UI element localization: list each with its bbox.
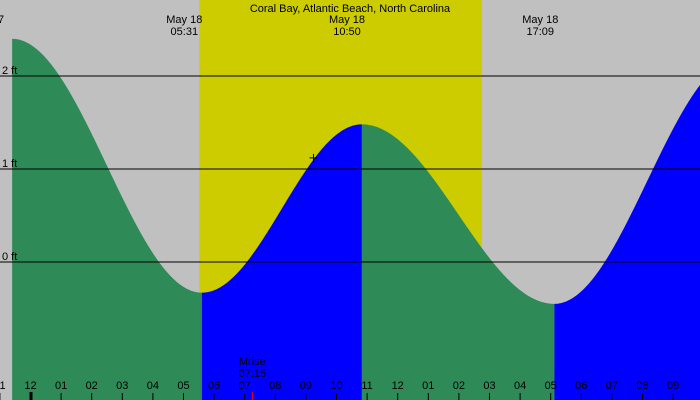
x-tick-label: 02 — [453, 380, 465, 392]
x-tick-label: 12 — [392, 380, 404, 392]
y-tick-label: 0 ft — [2, 251, 17, 263]
chart-title: Coral Bay, Atlantic Beach, North Carolin… — [250, 3, 451, 15]
y-gridlines — [0, 75, 700, 263]
x-tick-label: 09 — [300, 380, 312, 392]
x-tick-label: 06 — [575, 380, 587, 392]
y-tick-label: 2 ft — [2, 65, 17, 77]
x-tick-label: 11 — [361, 380, 372, 392]
marker-time: 17:09 — [527, 26, 555, 38]
y-tick-labels: 0 ft 1 ft 2 ft — [2, 65, 17, 263]
marker-date: May 18 — [329, 14, 365, 26]
midnight-tick — [29, 392, 33, 400]
marker-time: 05:31 — [171, 26, 199, 38]
x-tick-label: 04 — [514, 380, 526, 392]
left-partial-label: 7 — [0, 14, 4, 26]
ebb-tide-area — [12, 38, 202, 400]
x-tick-label: 06 — [208, 380, 220, 392]
marker-date: May 18 — [522, 14, 558, 26]
x-tick-label: 08 — [269, 380, 281, 392]
y-tick-label: 1 ft — [2, 158, 17, 170]
x-tick-label: 07 — [606, 380, 618, 392]
moonrise-label: Mrise — [239, 356, 266, 368]
x-tick-label: 12 — [24, 380, 36, 392]
current-time-marker — [309, 153, 318, 162]
x-tick-label: 08 — [636, 380, 648, 392]
flood-tide-area — [554, 85, 700, 400]
x-tick-label: 03 — [116, 380, 128, 392]
x-tick-label: 05 — [177, 380, 189, 392]
x-tick-label: 04 — [147, 380, 159, 392]
x-tick-label: 01 — [55, 380, 67, 392]
marker-date: May 18 — [166, 14, 202, 26]
x-tick-label: 05 — [545, 380, 557, 392]
x-tick-label: 09 — [667, 380, 679, 392]
x-tick-label: 03 — [483, 380, 495, 392]
x-tick-label: 10 — [330, 380, 342, 392]
moonrise-time: 07:15 — [239, 368, 267, 380]
x-tick-label: 11 — [0, 380, 6, 392]
x-tick-label: 02 — [86, 380, 98, 392]
x-ticks: 11 12 01 02 03 04 05 06 07 08 09 10 11 12 01 02 03 04 05 06… — [0, 380, 679, 400]
x-tick-label: 01 — [422, 380, 434, 392]
marker-time: 10:50 — [333, 26, 361, 38]
x-tick-label: 07 — [239, 380, 251, 392]
